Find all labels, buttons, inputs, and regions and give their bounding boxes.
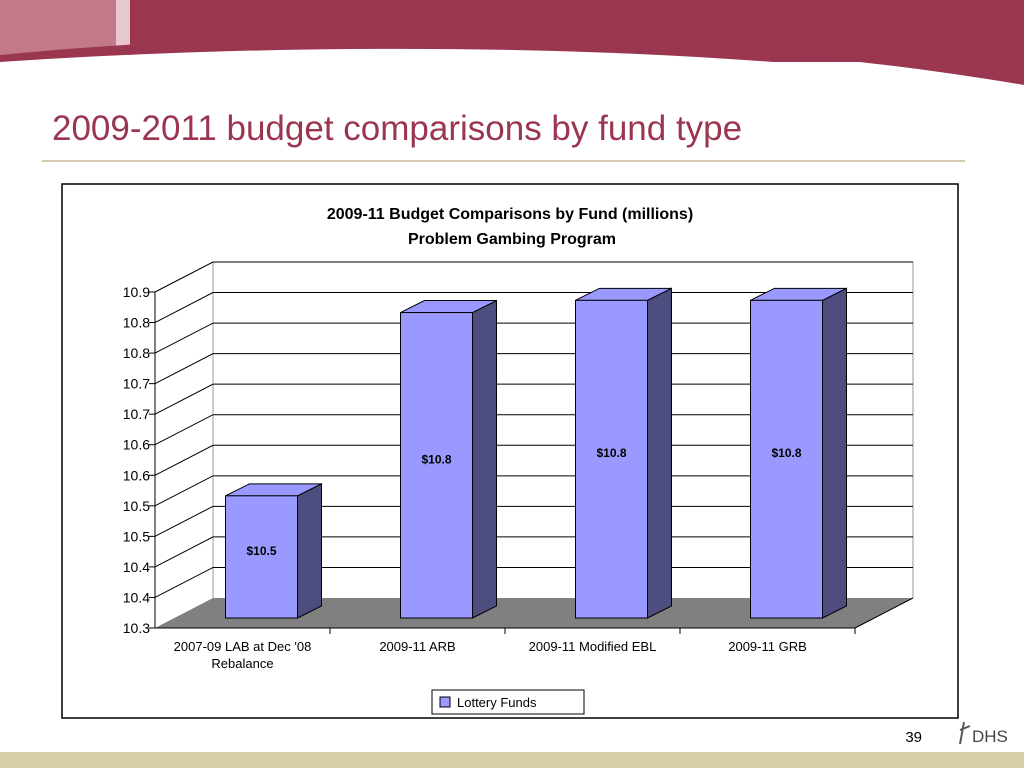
y-tick-label: 10.8 bbox=[123, 315, 150, 331]
bar bbox=[575, 299, 648, 619]
y-tick-label: 10.5 bbox=[123, 528, 150, 544]
legend-box bbox=[431, 689, 585, 715]
y-tick-label: 10.4 bbox=[123, 589, 150, 605]
x-tick-label: 2009-11 Modified EBL bbox=[528, 639, 657, 654]
grid-line bbox=[154, 414, 913, 446]
y-tick-label: 10.6 bbox=[123, 467, 150, 483]
data-label: $10.8 bbox=[771, 446, 801, 460]
bar-side bbox=[822, 287, 847, 619]
grid-line bbox=[154, 261, 913, 293]
chart-subtitle: Problem Gambing Program bbox=[408, 231, 616, 248]
grid-line bbox=[154, 322, 913, 354]
chart-title: 2009-11 Budget Comparisons by Fund (mill… bbox=[327, 206, 693, 223]
bar bbox=[750, 299, 823, 619]
bar bbox=[400, 312, 473, 619]
x-tick-label: 2009-11 ARB bbox=[379, 639, 456, 654]
legend-swatch bbox=[439, 696, 451, 708]
y-tick-label: 10.5 bbox=[123, 498, 150, 514]
slide-title: 2009-2011 budget comparisons by fund typ… bbox=[52, 109, 742, 148]
legend-label: Lottery Funds bbox=[457, 695, 537, 710]
grid-line bbox=[154, 383, 913, 415]
grid-line bbox=[154, 505, 913, 537]
data-label: $10.8 bbox=[596, 446, 626, 460]
banner-curve bbox=[0, 36, 1024, 100]
logo-figure bbox=[959, 721, 971, 745]
data-label: $10.5 bbox=[246, 544, 276, 558]
x-axis-depth bbox=[854, 597, 914, 629]
y-tick-label: 10.8 bbox=[123, 345, 150, 361]
bar bbox=[225, 495, 298, 619]
bar-side bbox=[472, 299, 497, 619]
grid-line bbox=[154, 475, 913, 507]
grid-line bbox=[154, 292, 913, 323]
logo: DHS bbox=[972, 727, 1008, 746]
y-tick-label: 10.7 bbox=[123, 376, 150, 392]
data-label: $10.8 bbox=[421, 452, 451, 466]
floor bbox=[155, 598, 913, 628]
y-tick-label: 10.3 bbox=[123, 620, 150, 636]
y-tick-label: 10.4 bbox=[123, 559, 150, 575]
footer-bar bbox=[0, 752, 1024, 768]
grid-line bbox=[154, 353, 913, 385]
grid-line bbox=[154, 566, 913, 598]
y-tick-label: 10.7 bbox=[123, 406, 150, 422]
page-number: 39 bbox=[905, 729, 922, 746]
y-tick-label: 10.6 bbox=[123, 437, 150, 453]
y-tick-label: 10.9 bbox=[123, 284, 150, 300]
bar-side bbox=[647, 287, 672, 619]
grid-line bbox=[154, 444, 913, 476]
bar-side bbox=[297, 483, 322, 619]
grid-line bbox=[154, 536, 913, 568]
x-tick-label: 2007-09 LAB at Dec '08 Rebalance bbox=[173, 639, 312, 671]
x-tick-label: 2009-11 GRB bbox=[728, 639, 807, 654]
